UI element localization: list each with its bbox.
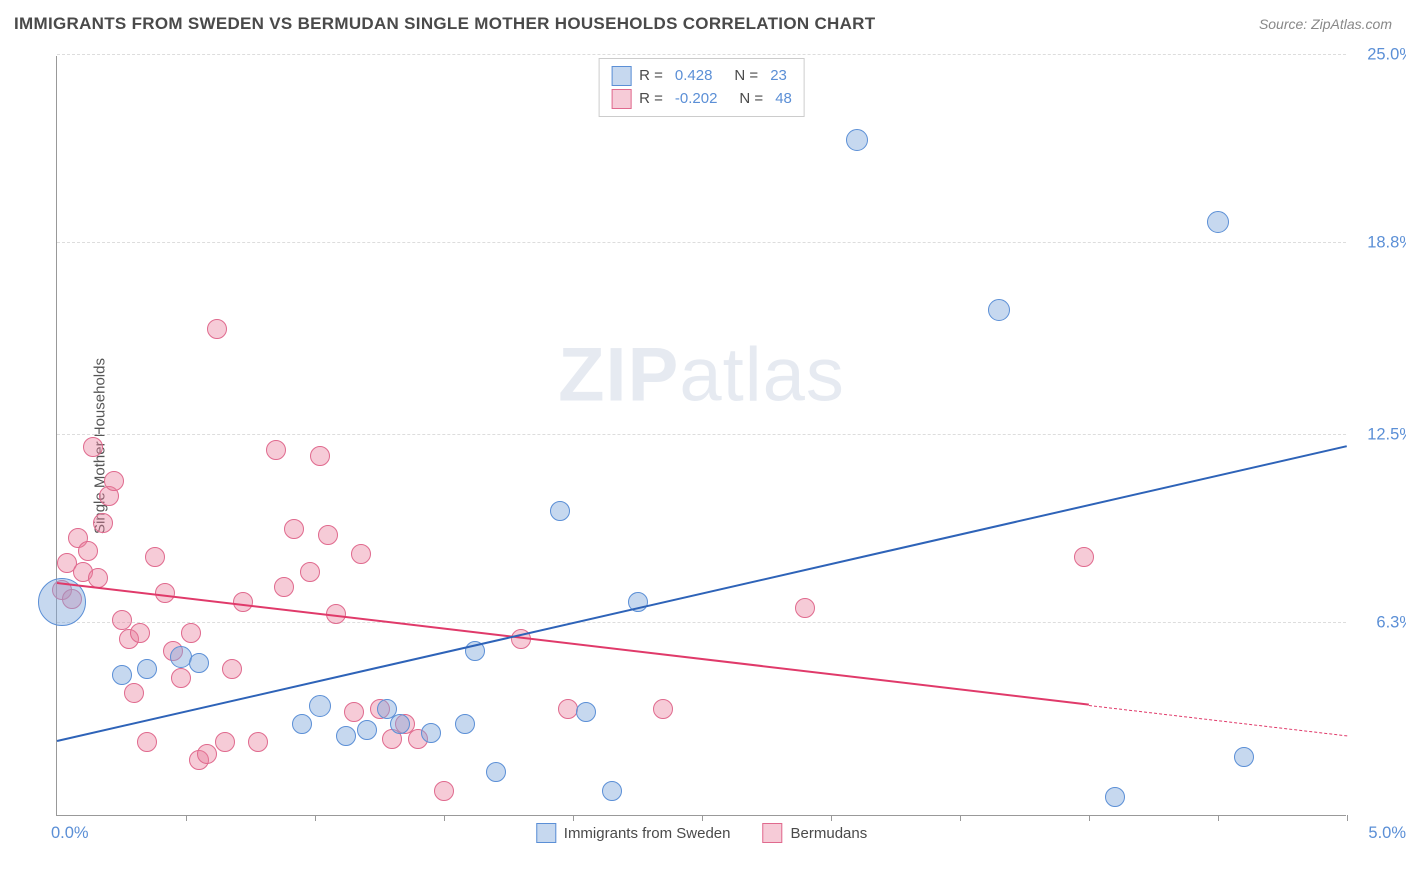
n-label: N = xyxy=(734,64,758,87)
scatter-point-sweden xyxy=(137,659,157,679)
scatter-point-bermudans xyxy=(181,623,201,643)
legend-label-bermudans: Bermudans xyxy=(791,825,868,842)
scatter-point-bermudans xyxy=(795,598,815,618)
r-value-bermudans: -0.202 xyxy=(675,87,718,110)
scatter-point-sweden xyxy=(1207,211,1229,233)
scatter-point-bermudans xyxy=(124,683,144,703)
legend-swatch-sweden xyxy=(611,66,631,86)
legend-swatch-sweden xyxy=(536,823,556,843)
watermark-bold: ZIP xyxy=(558,332,679,417)
scatter-point-bermudans xyxy=(145,547,165,567)
scatter-point-sweden xyxy=(846,129,868,151)
scatter-point-bermudans xyxy=(78,541,98,561)
trend-line-bermudans xyxy=(1089,705,1347,736)
legend-correlation: R = 0.428 N = 23 R = -0.202 N = 48 xyxy=(598,58,805,117)
legend-row-sweden: R = 0.428 N = 23 xyxy=(611,64,792,87)
scatter-point-bermudans xyxy=(93,513,113,533)
scatter-point-bermudans xyxy=(653,699,673,719)
x-tick xyxy=(1218,815,1219,821)
trend-line-sweden xyxy=(57,445,1347,742)
x-tick xyxy=(831,815,832,821)
watermark-light: atlas xyxy=(679,332,845,417)
legend-series: Immigrants from Sweden Bermudans xyxy=(536,823,867,843)
scatter-point-bermudans xyxy=(1074,547,1094,567)
scatter-point-bermudans xyxy=(104,471,124,491)
gridline-h xyxy=(57,242,1346,243)
scatter-point-bermudans xyxy=(207,319,227,339)
n-value-sweden: 23 xyxy=(770,64,787,87)
legend-item-sweden: Immigrants from Sweden xyxy=(536,823,731,843)
scatter-point-bermudans xyxy=(318,525,338,545)
source-label: Source: ZipAtlas.com xyxy=(1259,16,1392,32)
legend-label-sweden: Immigrants from Sweden xyxy=(564,825,731,842)
scatter-point-bermudans xyxy=(558,699,578,719)
scatter-point-sweden xyxy=(550,501,570,521)
gridline-h xyxy=(57,434,1346,435)
scatter-point-bermudans xyxy=(266,440,286,460)
scatter-point-sweden xyxy=(309,695,331,717)
title-bar: IMMIGRANTS FROM SWEDEN VS BERMUDAN SINGL… xyxy=(14,14,1392,34)
scatter-point-bermudans xyxy=(434,781,454,801)
legend-row-bermudans: R = -0.202 N = 48 xyxy=(611,87,792,110)
scatter-point-sweden xyxy=(357,720,377,740)
n-value-bermudans: 48 xyxy=(775,87,792,110)
x-axis-min-label: 0.0% xyxy=(51,824,89,843)
y-tick-label: 18.8% xyxy=(1367,234,1406,253)
r-label: R = xyxy=(639,87,663,110)
x-tick xyxy=(702,815,703,821)
r-value-sweden: 0.428 xyxy=(675,64,713,87)
scatter-point-bermudans xyxy=(112,610,132,630)
scatter-point-sweden xyxy=(189,653,209,673)
scatter-point-sweden xyxy=(455,714,475,734)
legend-item-bermudans: Bermudans xyxy=(763,823,868,843)
scatter-point-bermudans xyxy=(310,446,330,466)
scatter-point-bermudans xyxy=(248,732,268,752)
watermark: ZIPatlas xyxy=(558,331,845,418)
gridline-h xyxy=(57,622,1346,623)
scatter-point-bermudans xyxy=(137,732,157,752)
x-tick xyxy=(315,815,316,821)
scatter-point-sweden xyxy=(602,781,622,801)
x-tick xyxy=(960,815,961,821)
x-tick xyxy=(444,815,445,821)
scatter-point-sweden xyxy=(112,665,132,685)
scatter-point-bermudans xyxy=(83,437,103,457)
n-label: N = xyxy=(739,87,763,110)
trend-line-bermudans xyxy=(57,582,1089,706)
scatter-point-bermudans xyxy=(88,568,108,588)
r-label: R = xyxy=(639,64,663,87)
plot-area: ZIPatlas R = 0.428 N = 23 R = -0.202 N =… xyxy=(56,56,1346,816)
x-tick xyxy=(1347,815,1348,821)
scatter-point-sweden xyxy=(390,714,410,734)
x-tick xyxy=(573,815,574,821)
legend-swatch-bermudans xyxy=(611,89,631,109)
scatter-point-sweden xyxy=(421,723,441,743)
scatter-point-sweden xyxy=(1105,787,1125,807)
scatter-point-bermudans xyxy=(171,668,191,688)
scatter-point-bermudans xyxy=(351,544,371,564)
x-tick xyxy=(186,815,187,821)
scatter-point-bermudans xyxy=(215,732,235,752)
y-tick-label: 12.5% xyxy=(1367,426,1406,445)
scatter-point-sweden xyxy=(486,762,506,782)
scatter-point-bermudans xyxy=(130,623,150,643)
y-tick-label: 6.3% xyxy=(1376,614,1406,633)
x-axis-max-label: 5.0% xyxy=(1368,824,1406,843)
scatter-point-bermudans xyxy=(274,577,294,597)
scatter-point-bermudans xyxy=(344,702,364,722)
scatter-point-sweden xyxy=(988,299,1010,321)
scatter-point-bermudans xyxy=(197,744,217,764)
scatter-point-bermudans xyxy=(284,519,304,539)
chart-title: IMMIGRANTS FROM SWEDEN VS BERMUDAN SINGL… xyxy=(14,14,875,34)
y-tick-label: 25.0% xyxy=(1367,46,1406,65)
scatter-point-sweden xyxy=(292,714,312,734)
scatter-point-bermudans xyxy=(300,562,320,582)
scatter-point-sweden xyxy=(336,726,356,746)
scatter-point-bermudans xyxy=(222,659,242,679)
x-tick xyxy=(1089,815,1090,821)
scatter-point-sweden xyxy=(576,702,596,722)
legend-swatch-bermudans xyxy=(763,823,783,843)
gridline-h xyxy=(57,54,1346,55)
scatter-point-sweden xyxy=(1234,747,1254,767)
